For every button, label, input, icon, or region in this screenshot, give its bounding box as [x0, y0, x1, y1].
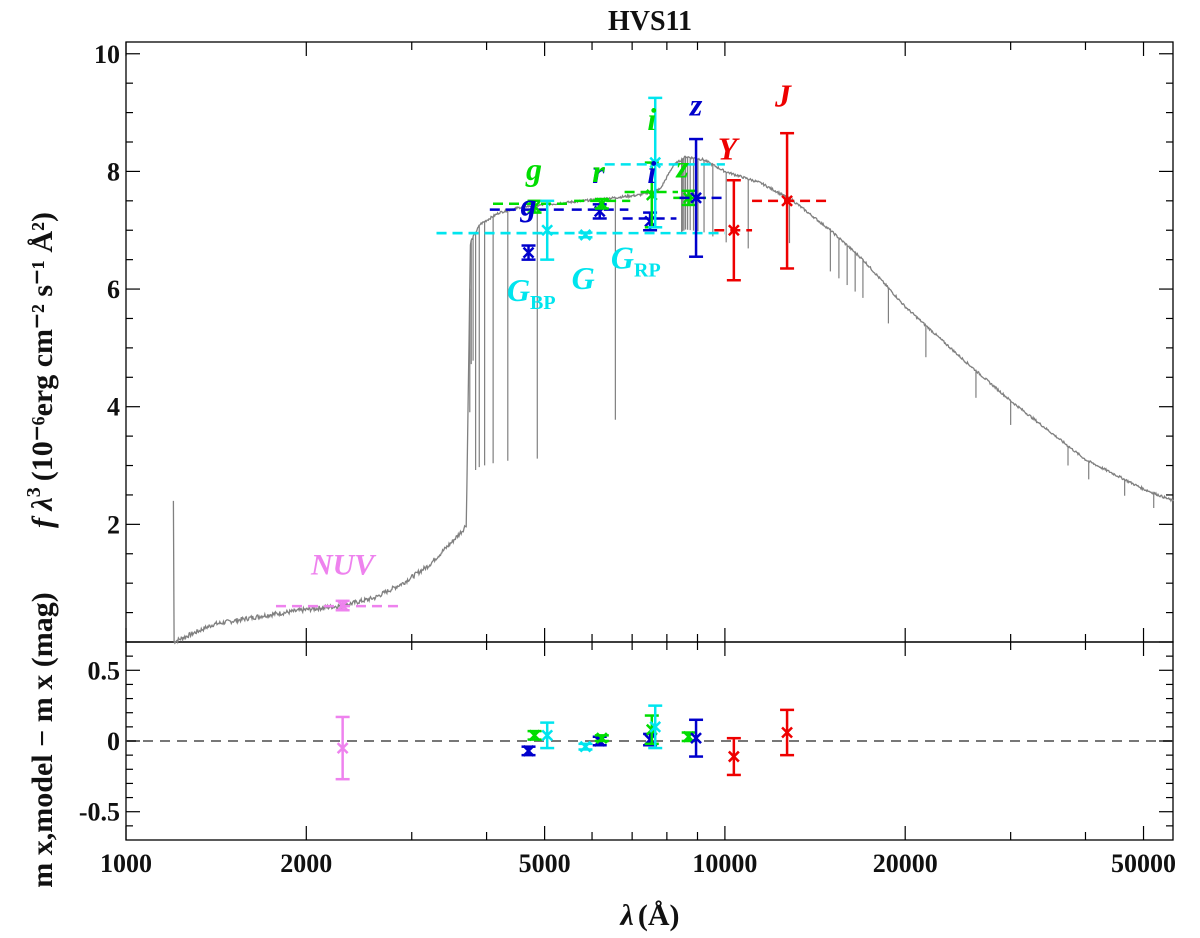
ticks-layer [125, 42, 1173, 840]
y-tick-labels-bottom: 0.5 0 -0.5 [79, 656, 120, 826]
band-label: GBP [507, 272, 556, 314]
y-axis-label-bottom: m x,model − m x (mag) [26, 592, 59, 887]
marker-stroke-b [541, 224, 554, 237]
y-axis-label-top: f λ3(10⁻⁶erg cm⁻² s⁻¹ Å²) [23, 212, 59, 528]
marker-stroke-b [727, 750, 740, 763]
y-tick-label-top: 6 [107, 275, 120, 304]
band-label: z [675, 148, 689, 184]
marker-stroke-b [579, 740, 592, 753]
band-label-main: Y [718, 131, 740, 167]
residual-point [727, 750, 740, 763]
band-label: G [572, 260, 595, 296]
x-tick-label: 10000 [692, 849, 757, 878]
band-label-main: J [774, 78, 792, 114]
marker-stroke-b [579, 229, 592, 241]
flux-point [579, 229, 592, 241]
residual-point [579, 740, 592, 753]
marker-stroke-b [649, 156, 662, 169]
marker-stroke-b [336, 599, 349, 612]
marker-stroke-b [522, 745, 535, 757]
marker-stroke-b [781, 726, 793, 739]
residual-point [781, 726, 793, 739]
flux-point [690, 191, 702, 204]
residual-layer [335, 704, 795, 781]
marker-stroke-b [644, 215, 656, 228]
flux-point [644, 215, 656, 228]
band-label: J [774, 78, 792, 114]
flux-point [336, 599, 349, 612]
residual-point [336, 742, 349, 754]
marker-stroke-b [522, 246, 535, 259]
y-tick-label-top: 2 [107, 510, 120, 539]
x-tick-label: 2000 [280, 849, 332, 878]
marker-stroke-b [781, 194, 793, 207]
band-label: Y [718, 131, 740, 167]
x-tick-labels: 1000 2000 5000 10000 20000 50000 [100, 849, 1176, 878]
residual-point [690, 732, 702, 745]
chart-title: HVS11 [608, 6, 692, 37]
y-tick-label-bottom: 0.5 [88, 656, 121, 685]
band-label-main: i [647, 101, 656, 137]
marker-stroke-b [690, 732, 702, 745]
band-label-main: G [572, 260, 595, 296]
marker-stroke-b [336, 742, 349, 754]
marker-stroke-b [649, 720, 662, 733]
band-label-main: i [647, 154, 656, 190]
y-tick-labels-top: 2 4 6 8 10 [94, 40, 120, 540]
marker-stroke-b [595, 197, 608, 210]
band-label-main: r [592, 154, 605, 190]
band-label: z [689, 87, 703, 123]
band-label: g [520, 187, 537, 223]
marker-stroke-b [528, 200, 541, 213]
band-label-main: G [507, 272, 530, 308]
band-label: r [592, 153, 605, 189]
marker-stroke-b [690, 191, 702, 204]
band-label-main: z [689, 87, 703, 123]
residual-point [649, 720, 662, 733]
residual-point [541, 729, 554, 742]
band-label-main: r [592, 153, 605, 189]
flux-point [649, 156, 662, 169]
band-label-main: G [611, 239, 634, 275]
y-tick-label-bottom: 0 [107, 727, 120, 756]
flux-point [727, 224, 740, 237]
marker-stroke-b [528, 729, 541, 742]
y-tick-label-top: 4 [107, 393, 120, 422]
residual-point [528, 729, 541, 742]
marker-stroke-b [595, 732, 608, 745]
band-label-sub: RP [634, 259, 661, 281]
y-tick-label-top: 10 [94, 40, 120, 69]
x-tick-label: 20000 [873, 849, 938, 878]
x-tick-label: 5000 [519, 849, 571, 878]
band-label: i [647, 101, 656, 137]
photometry-layer [275, 96, 827, 612]
residual-point [595, 732, 608, 745]
flux-point [528, 200, 541, 213]
x-axis-label: λ (Å) [619, 899, 680, 932]
marker-stroke-b [727, 224, 740, 237]
band-label: NUV [310, 548, 377, 581]
x-tick-label: 1000 [100, 849, 152, 878]
band-label-sub: BP [530, 292, 556, 314]
flux-point [781, 194, 793, 207]
y-tick-label-top: 8 [107, 157, 120, 186]
band-label: r [592, 154, 605, 190]
flux-point [522, 246, 535, 259]
band-label-main: g [525, 151, 542, 187]
band-label: GRP [611, 239, 661, 281]
band-label-main: g [520, 187, 537, 223]
band-label: g [525, 151, 542, 187]
band-label-main: z [675, 148, 689, 184]
residual-point [522, 745, 535, 757]
y-tick-label-bottom: -0.5 [79, 798, 120, 827]
marker-stroke-b [541, 729, 554, 742]
band-label: i [647, 154, 656, 190]
x-tick-label: 50000 [1111, 849, 1176, 878]
flux-point [595, 197, 608, 210]
spectrum-layer [172, 155, 1174, 645]
band-label-main: NUV [310, 548, 377, 581]
